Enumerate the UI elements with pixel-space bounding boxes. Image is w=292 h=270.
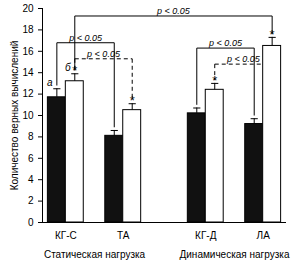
svg-text:14: 14	[22, 67, 34, 78]
svg-text:*: *	[72, 63, 77, 78]
svg-text:а: а	[47, 77, 53, 88]
svg-text:p < 0.05: p < 0.05	[68, 33, 103, 43]
svg-text:p < 0.05: p < 0.05	[226, 54, 261, 64]
svg-text:12: 12	[22, 88, 34, 99]
svg-text:8: 8	[28, 131, 34, 142]
svg-text:16: 16	[22, 46, 34, 57]
svg-text:ЛА: ЛА	[257, 230, 271, 241]
svg-text:4: 4	[28, 174, 34, 185]
svg-text:6: 6	[28, 153, 34, 164]
svg-text:10: 10	[22, 110, 34, 121]
svg-text:КГ-Д: КГ-Д	[195, 230, 217, 241]
svg-text:0: 0	[28, 217, 34, 228]
svg-text:20: 20	[22, 3, 34, 14]
svg-text:p < 0.05: p < 0.05	[86, 49, 121, 59]
svg-text:Количество верных вычислений: Количество верных вычислений	[9, 41, 20, 191]
svg-text:Статическая нагрузка: Статическая нагрузка	[44, 249, 146, 260]
svg-text:б: б	[65, 62, 71, 73]
svg-text:18: 18	[22, 24, 34, 35]
svg-text:*: *	[270, 27, 275, 42]
svg-text:p < 0.05: p < 0.05	[156, 6, 191, 16]
svg-text:ТА: ТА	[117, 230, 130, 241]
svg-text:*: *	[212, 73, 217, 88]
svg-text:2: 2	[28, 195, 34, 206]
svg-text:Динамическая нагрузка: Динамическая нагрузка	[179, 249, 289, 260]
svg-text:КГ-С: КГ-С	[55, 230, 77, 241]
svg-text:*: *	[130, 93, 135, 108]
svg-text:p < 0.05: p < 0.05	[208, 38, 243, 48]
